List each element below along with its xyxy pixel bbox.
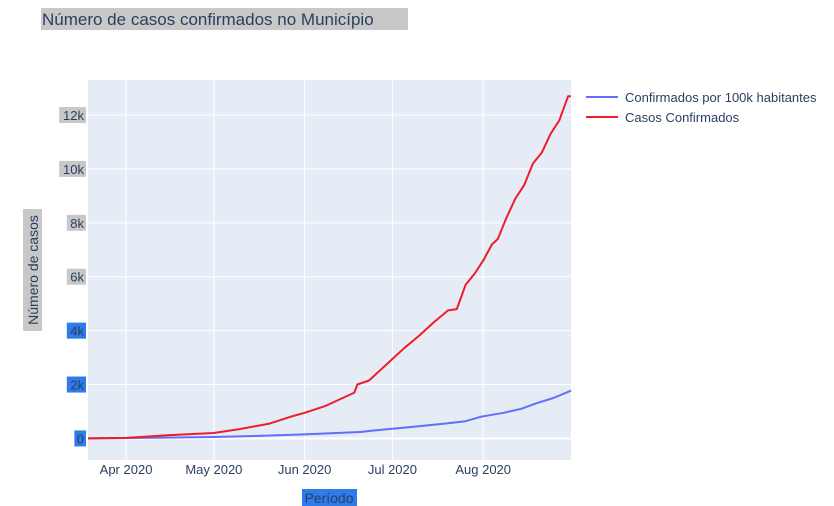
y-tick-highlight (74, 430, 86, 447)
chart-title: Número de casos confirmados no Município (42, 10, 374, 29)
y-tick-highlight (66, 376, 86, 393)
legend[interactable]: Confirmados por 100k habitantes Casos Co… (586, 90, 817, 125)
x-tick-label: Apr 2020 (100, 462, 153, 477)
series-lines (87, 95, 572, 440)
legend-item-casos-confirmados[interactable]: Casos Confirmados (586, 110, 740, 125)
y-axis-label: Número de casos (25, 215, 41, 325)
y-tick-highlight (66, 322, 86, 339)
x-tick-label: Jun 2020 (278, 462, 332, 477)
x-tick-label: Jul 2020 (368, 462, 417, 477)
grid (88, 80, 571, 460)
y-tick-highlight (66, 268, 86, 285)
series-line-1 (87, 95, 571, 440)
y-axis-label-group: Número de casos (23, 209, 42, 331)
plot-area (88, 80, 571, 460)
y-tick-highlight (59, 107, 86, 124)
series-line-0 (87, 389, 572, 440)
y-tick-highlight (66, 214, 86, 231)
y-tick-label: 4k (70, 324, 84, 339)
x-tick-label: May 2020 (185, 462, 242, 477)
legend-item-confirmados-100k[interactable]: Confirmados por 100k habitantes (586, 90, 817, 105)
x-axis-label: Período (304, 490, 353, 506)
legend-label-confirmados-100k: Confirmados por 100k habitantes (625, 90, 817, 105)
legend-label-casos-confirmados: Casos Confirmados (625, 110, 740, 125)
y-tick-label: 2k (70, 378, 84, 393)
y-tick-label: 8k (70, 216, 84, 231)
y-tick-label: 6k (70, 270, 84, 285)
y-tick-label: 12k (63, 108, 84, 123)
y-tick-label: 0 (77, 431, 84, 446)
y-tick-highlight (59, 160, 86, 177)
x-tick-label: Aug 2020 (455, 462, 511, 477)
y-axis-ticks: 0 2k 4k 6k 8k 10k 12k (59, 107, 86, 447)
y-tick-label: 10k (63, 162, 84, 177)
y-axis-label-highlight (23, 209, 42, 331)
x-axis-ticks: Apr 2020 May 2020 Jun 2020 Jul 2020 Aug 2020 (100, 462, 511, 477)
x-axis-label-highlight (302, 489, 357, 506)
chart-title-highlight (41, 8, 408, 30)
